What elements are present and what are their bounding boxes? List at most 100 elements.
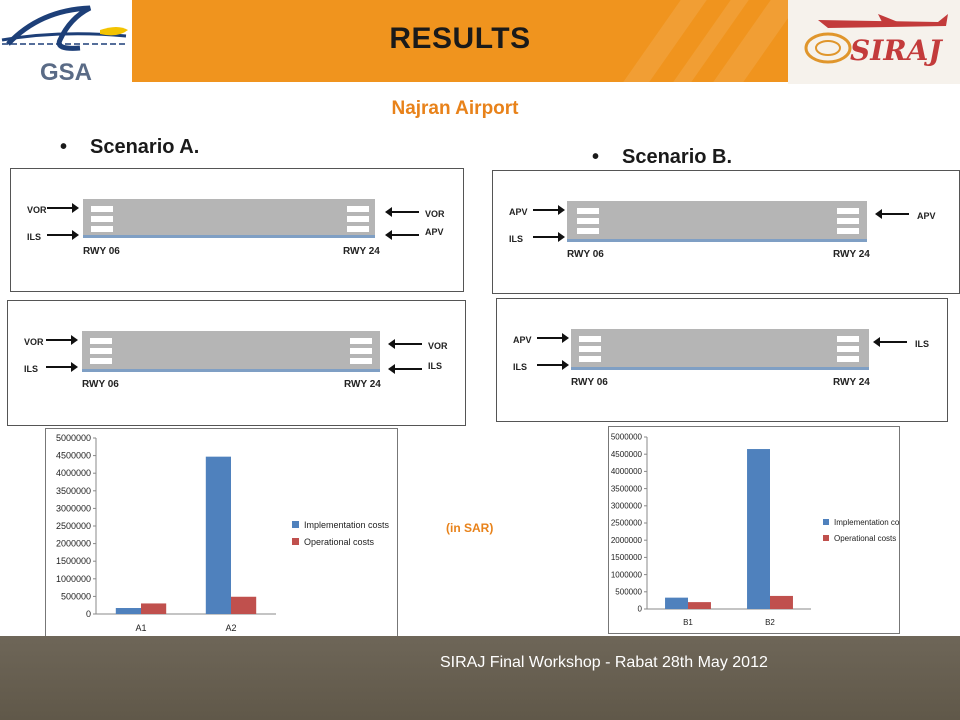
runway-label: RWY 24 [833, 377, 870, 388]
siraj-logo-text: SIRAJ [850, 34, 943, 67]
approach-label: ILS [27, 232, 42, 242]
y-tick-label: 2000000 [56, 539, 91, 549]
bar [141, 603, 167, 614]
approach-label: VOR [27, 205, 47, 215]
approach-label: ILS [915, 339, 930, 349]
scenario-b-label: Scenario B. [622, 146, 733, 168]
y-tick-label: 3500000 [611, 484, 643, 493]
bar-chart-svg: 0 500000 1000000 1500000 2000000 2500000 30000… [56, 433, 390, 633]
gsa-logo: GSA [0, 0, 132, 86]
arrow-right-icon [47, 203, 79, 213]
bar [665, 597, 688, 609]
approach-label: ILS [24, 364, 39, 374]
siraj-logo: SIRAJ [788, 0, 960, 84]
bar [231, 596, 257, 614]
legend-label: Implementation costs [304, 520, 390, 530]
threshold-markings [91, 206, 113, 236]
threshold-markings [350, 338, 372, 368]
y-tick-label: 0 [86, 609, 91, 619]
siraj-airplane-logo-icon: SIRAJ [804, 14, 948, 67]
cost-chart-scenario-a: 0 500000 1000000 1500000 2000000 2500000 30000… [45, 428, 398, 638]
approach-label: APV [513, 335, 532, 345]
approach-label: VOR [428, 341, 448, 351]
scenario-a-bullet: • Scenario A. [60, 136, 199, 159]
arrow-right-icon [533, 232, 565, 242]
y-tick-label: 500000 [615, 587, 642, 596]
approach-label: ILS [513, 362, 528, 372]
y-tick-label: 4000000 [611, 467, 643, 476]
y-tick-label: 3000000 [611, 501, 643, 510]
runway [82, 331, 380, 372]
gsa-logo-icon: GSA [1, 5, 128, 86]
runway-label: RWY 06 [571, 377, 608, 388]
x-tick-label: A1 [135, 623, 146, 633]
runway-label: RWY 24 [833, 249, 870, 260]
arrow-left-icon [388, 339, 422, 349]
y-tick-label: 4500000 [56, 451, 91, 461]
footer: SIRAJ Final Workshop - Rabat 28th May 20… [0, 636, 960, 720]
runway-label: RWY 24 [344, 379, 381, 390]
x-tick-label: A2 [225, 623, 236, 633]
footer-text: SIRAJ Final Workshop - Rabat 28th May 20… [440, 654, 768, 671]
bullet-dot: • [60, 136, 68, 158]
bar [205, 456, 231, 614]
arrow-left-icon [875, 209, 909, 219]
threshold-markings [837, 336, 859, 366]
y-tick-label: 500000 [61, 591, 91, 601]
y-tick-label: 1000000 [56, 574, 91, 584]
x-tick-label: B1 [683, 618, 693, 627]
runway-diagram-a2: VOR ILS VOR ILS RWY 06 RWY 24 [7, 300, 466, 426]
y-tick-label: 2500000 [56, 521, 91, 531]
runway-label: RWY 06 [567, 249, 604, 260]
y-tick-label: 2000000 [611, 536, 643, 545]
y-tick-label: 0 [638, 605, 643, 614]
bar-chart-svg: 0 500000 1000000 1500000 2000000 2500000 30000… [611, 433, 899, 627]
runway-label: RWY 24 [343, 246, 380, 257]
threshold-markings [579, 336, 601, 366]
arrow-right-icon [47, 230, 79, 240]
bullet-dot: • [592, 146, 600, 168]
legend-swatch [292, 538, 299, 545]
y-tick-label: 3500000 [56, 486, 91, 496]
y-tick-label: 2500000 [611, 519, 643, 528]
legend-label: Operational costs [304, 537, 375, 547]
scenario-b-bullet: • Scenario B. [592, 146, 732, 169]
y-tick-label: 4000000 [56, 468, 91, 478]
arrow-left-icon [388, 364, 422, 374]
y-tick-label: 4500000 [611, 450, 643, 459]
runway [83, 199, 375, 238]
arrow-left-icon [385, 207, 419, 217]
approach-label: APV [509, 207, 528, 217]
bar [688, 602, 711, 609]
x-tick-label: B2 [765, 618, 775, 627]
bar [770, 595, 793, 609]
threshold-markings [577, 208, 599, 238]
threshold-markings [347, 206, 369, 236]
arrow-right-icon [46, 335, 78, 345]
arrow-left-icon [385, 230, 419, 240]
arrow-right-icon [537, 333, 569, 343]
runway-diagram-b2: APV ILS ILS RWY 06 RWY 24 [496, 298, 948, 422]
bar [747, 449, 770, 609]
scenario-a-label: Scenario A. [90, 136, 200, 158]
arrow-left-icon [873, 337, 907, 347]
approach-label: VOR [24, 337, 44, 347]
arrow-right-icon [46, 362, 78, 372]
y-tick-label: 5000000 [56, 433, 91, 443]
approach-label: APV [917, 211, 936, 221]
legend-label: Operational costs [834, 534, 896, 543]
runway-diagram-b1: APV ILS APV RWY 06 RWY 24 [492, 170, 960, 294]
arrow-right-icon [537, 360, 569, 370]
legend-swatch [823, 519, 829, 525]
runway-diagram-a1: VOR ILS VOR APV RWY 06 RWY 24 [10, 168, 464, 292]
runway-label: RWY 06 [83, 246, 120, 257]
header: GSA RESULTS SIRAJ [0, 0, 960, 86]
y-tick-label: 1500000 [611, 553, 643, 562]
legend-swatch [823, 535, 829, 541]
runway-label: RWY 06 [82, 379, 119, 390]
approach-label: VOR [425, 209, 445, 219]
cost-chart-scenario-b: 0 500000 1000000 1500000 2000000 2500000 30000… [608, 426, 900, 634]
airport-subtitle: Najran Airport [391, 98, 519, 119]
y-tick-label: 5000000 [611, 433, 643, 442]
title-band: RESULTS [132, 0, 788, 82]
